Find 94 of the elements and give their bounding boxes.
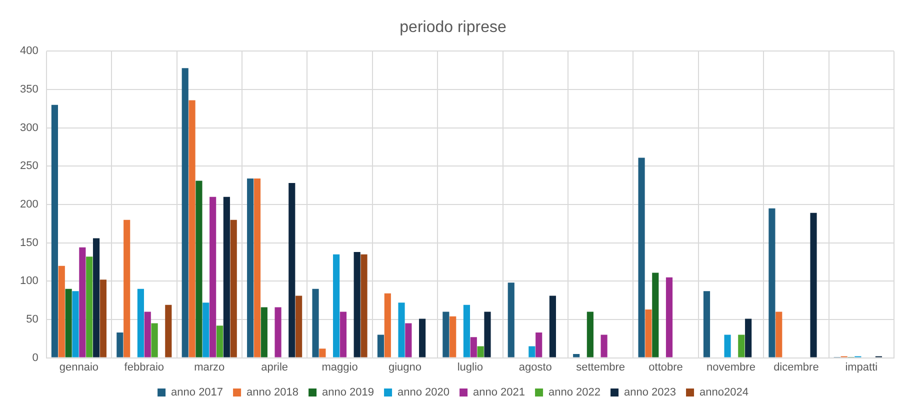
- y-tick-label: 100: [20, 275, 38, 288]
- bar: [810, 212, 817, 358]
- legend-label: anno 2019: [322, 386, 374, 399]
- bar: [165, 304, 172, 358]
- bar: [188, 100, 196, 358]
- bar: [79, 247, 86, 358]
- y-tick-label: 250: [20, 160, 38, 172]
- bar: [586, 312, 594, 358]
- bar: [116, 332, 124, 358]
- legend-label: anno 2017: [171, 386, 224, 399]
- bar: [312, 288, 319, 358]
- bar: [354, 252, 360, 358]
- bar: [182, 68, 188, 358]
- y-tick-label: 350: [20, 84, 38, 96]
- bar: [463, 304, 470, 358]
- bar: [645, 310, 652, 358]
- bar: [666, 277, 673, 358]
- x-tick-label: luglio: [457, 361, 484, 374]
- x-tick-label: agosto: [518, 361, 552, 374]
- legend-label: anno 2023: [624, 386, 676, 399]
- bar: [58, 266, 65, 358]
- legend-label: anno 2021: [473, 386, 526, 399]
- bar: [92, 238, 100, 358]
- bar: [484, 312, 491, 358]
- x-tick-label: giugno: [388, 361, 422, 374]
- y-tick-label: 200: [20, 198, 38, 211]
- bar: [573, 354, 580, 358]
- x-tick-label: aprile: [261, 361, 288, 374]
- bar: [377, 334, 384, 358]
- bar: [638, 158, 645, 358]
- x-tick-label: marzo: [194, 361, 225, 374]
- bar: [508, 282, 514, 358]
- bar: [600, 334, 608, 358]
- bar: [151, 323, 158, 358]
- bar: [549, 296, 556, 358]
- bar: [333, 254, 340, 358]
- bar: [419, 318, 426, 358]
- bar: [137, 288, 144, 358]
- bar: [86, 256, 93, 358]
- x-tick-label: ottobre: [648, 361, 683, 374]
- bar: [216, 326, 224, 358]
- y-tick-label: 400: [20, 45, 38, 58]
- bar: [100, 280, 106, 358]
- bar: [776, 312, 782, 358]
- x-tick-label: gennaio: [59, 361, 99, 374]
- bar: [442, 312, 450, 358]
- x-tick-label: impatti: [845, 361, 878, 374]
- bar: [319, 348, 326, 358]
- bar: [144, 312, 151, 358]
- bar: [470, 337, 477, 358]
- chart-title: periodo riprese: [400, 19, 506, 36]
- y-tick-label: 50: [26, 314, 38, 326]
- legend-label: anno 2020: [398, 386, 450, 399]
- bar: [296, 296, 302, 358]
- x-tick-label: novembre: [706, 361, 756, 374]
- bar: [340, 312, 347, 358]
- bar: [528, 346, 536, 358]
- bar: [703, 291, 710, 358]
- bar: [652, 272, 659, 358]
- bar: [450, 316, 456, 358]
- bar: [724, 334, 731, 358]
- bar: [384, 293, 391, 358]
- bar: [51, 104, 58, 358]
- bar: [72, 291, 79, 358]
- bar: [196, 180, 202, 358]
- bar: [202, 302, 210, 358]
- bar: [738, 334, 745, 358]
- y-tick-label: 300: [20, 122, 38, 134]
- legend-label: anno2024: [700, 386, 748, 399]
- bar: [398, 302, 405, 358]
- bar: [124, 220, 130, 358]
- bar: [254, 178, 261, 358]
- legend-label: anno 2018: [246, 386, 299, 399]
- bar: [745, 318, 752, 358]
- bar: [274, 307, 282, 358]
- bar: [288, 183, 296, 358]
- x-tick-label: maggio: [322, 361, 358, 374]
- bar: [260, 307, 268, 358]
- bar: [477, 346, 484, 358]
- bar: [230, 220, 237, 358]
- bar: [210, 196, 216, 358]
- x-tick-label: febbraio: [124, 361, 164, 374]
- bar: [536, 332, 542, 358]
- bar: [223, 196, 230, 358]
- bar: [247, 178, 254, 358]
- x-tick-label: dicembre: [774, 361, 819, 374]
- y-tick-label: 0: [32, 352, 38, 364]
- bar: [405, 323, 412, 358]
- bar: [768, 208, 776, 358]
- x-tick-label: settembre: [576, 361, 626, 374]
- bar: [65, 288, 72, 358]
- y-tick-label: 150: [20, 236, 38, 249]
- bar: [360, 254, 368, 358]
- legend-label: anno 2022: [548, 386, 601, 399]
